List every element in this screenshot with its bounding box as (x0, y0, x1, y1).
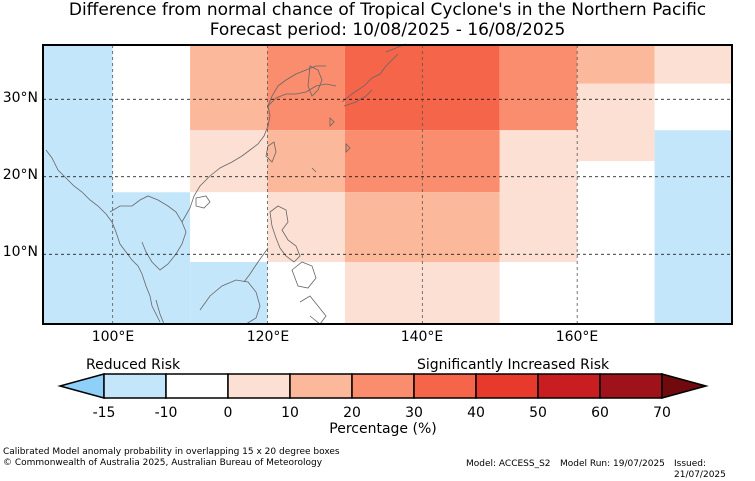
anomaly-cell-5 (190, 192, 268, 262)
increased-risk-label: Significantly Increased Risk (417, 357, 610, 373)
colorbar-tick-label: -10 (154, 405, 178, 421)
anomaly-cell-1 (112, 45, 191, 193)
forecast-period: Forecast period: 10/08/2025 - 16/08/2025 (209, 20, 566, 40)
anomaly-cell-9 (267, 192, 345, 262)
footer-model-run: Model Run: 19/07/2025 (560, 459, 665, 469)
colorbar-tick-label: 10 (281, 405, 299, 421)
anomaly-cell-20 (577, 161, 655, 324)
footer-description: Calibrated Model anomaly probability in … (3, 447, 340, 457)
colorbar-tick-label: 40 (467, 405, 485, 421)
colorbar-segment-6 (475, 373, 539, 399)
graticule (43, 45, 732, 324)
lat-label-10n: 10°N (2, 244, 38, 260)
colorbar-segment-0 (103, 373, 167, 399)
lon-label-160e: 160°E (555, 329, 599, 345)
colorbar-segment-7 (537, 373, 601, 399)
coastline (45, 43, 407, 325)
lon-label-140e: 140°E (400, 329, 444, 345)
lat-label-20n: 20°N (2, 167, 38, 183)
reduced-risk-label: Reduced Risk (86, 357, 181, 373)
anomaly-map (42, 43, 733, 399)
anomaly-cell-23 (654, 130, 732, 324)
anomaly-cell-22 (654, 83, 732, 131)
colorbar-tick-label: 60 (591, 405, 609, 421)
anomaly-cell-4 (190, 130, 268, 193)
anomaly-cell-10 (267, 262, 345, 324)
anomaly-cell-7 (267, 45, 345, 131)
colorbar-segment-2 (227, 373, 291, 399)
map-frame (42, 44, 733, 325)
anomaly-cell-3 (190, 45, 268, 131)
footer-copyright: © Commonwealth of Australia 2025, Austra… (3, 458, 323, 468)
lon-label-120e: 120°E (246, 329, 290, 345)
colorbar-extend-min (57, 373, 105, 399)
colorbar-tick-label: 70 (653, 405, 671, 421)
anomaly-cell-19 (577, 83, 655, 162)
anomaly-cell-16 (499, 130, 578, 262)
anomaly-cell-17 (499, 262, 578, 324)
colorbar (57, 373, 709, 399)
anomaly-cell-0 (43, 45, 113, 324)
colorbar-axis-label: Percentage (%) (329, 421, 437, 437)
colorbar-segment-8 (599, 373, 663, 399)
colorbar-segment-3 (289, 373, 353, 399)
anomaly-cell-8 (267, 130, 345, 193)
colorbar-tick-label: 50 (529, 405, 547, 421)
anomaly-cell-18 (577, 45, 655, 84)
lat-label-30n: 30°N (2, 90, 38, 106)
footer-issued: Issued: 21/07/2025 (674, 459, 726, 480)
colorbar-tick-label: -15 (92, 405, 116, 421)
footer-model: Model: ACCESS_S2 (466, 459, 551, 469)
colorbar-extend-max (661, 373, 709, 399)
map-title: Difference from normal chance of Tropica… (68, 0, 707, 20)
anomaly-cell-15 (499, 45, 578, 131)
colorbar-tick-label: 20 (343, 405, 361, 421)
colorbar-tick-label: 30 (405, 405, 423, 421)
lon-label-100e: 100°E (91, 329, 135, 345)
anomaly-cell-21 (654, 45, 732, 84)
colorbar-segment-5 (413, 373, 477, 399)
colorbar-tick-label: 0 (223, 405, 233, 421)
anomaly-cell-6 (190, 262, 268, 324)
colorbar-segment-4 (351, 373, 415, 399)
colorbar-segment-1 (165, 373, 229, 399)
